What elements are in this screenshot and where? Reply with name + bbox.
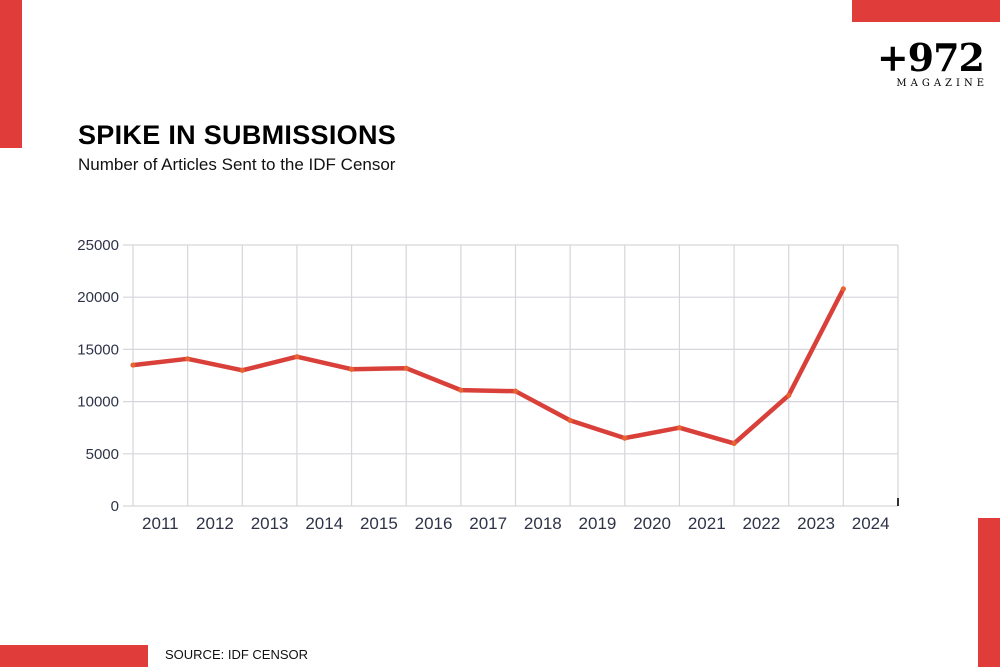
right-bottom-accent-bar: [978, 518, 1000, 667]
data-point: [348, 366, 355, 372]
x-tick-label: 2016: [415, 514, 453, 533]
brand-logo: +972 MAGAZINE: [866, 35, 985, 90]
series-layer: [130, 286, 846, 446]
series-line: [130, 286, 846, 446]
top-right-accent-bar: [852, 0, 1000, 22]
x-tick-label: 2014: [305, 514, 343, 533]
data-point: [731, 440, 737, 446]
y-tick-label: 5000: [86, 446, 119, 463]
x-tick-label: 2023: [797, 514, 835, 533]
x-tick-label: 2017: [469, 514, 507, 533]
left-top-accent-bar: [0, 0, 22, 148]
data-point: [130, 362, 136, 368]
y-tick-label: 20000: [77, 289, 119, 306]
data-point: [676, 425, 683, 431]
data-point: [185, 356, 191, 362]
x-tick-label: 2015: [360, 514, 398, 533]
logo-subtitle: MAGAZINE: [896, 78, 988, 89]
tick-label-layer: 25000 20000 15000 10000 5000 0 2011 2012 2013 201…: [77, 237, 889, 533]
x-tick-label: 2020: [633, 514, 671, 533]
data-point: [458, 387, 464, 393]
data-point: [294, 354, 300, 360]
x-tick-label: 2012: [196, 514, 234, 533]
data-point: [786, 392, 792, 398]
x-tick-label: 2013: [251, 514, 289, 533]
data-point: [840, 286, 846, 292]
x-tick-label: 2018: [524, 514, 562, 533]
data-point: [403, 365, 409, 371]
y-tick-label: 15000: [77, 341, 119, 358]
chart-title: SPIKE IN SUBMISSIONS: [78, 120, 397, 150]
grid-layer: [123, 244, 899, 507]
bottom-left-accent-bar: [0, 645, 148, 667]
y-tick-label: 0: [111, 498, 119, 515]
data-point: [239, 367, 245, 373]
x-tick-label: 2019: [579, 514, 617, 533]
y-tick-label: 25000: [77, 237, 119, 254]
y-tick-label: 10000: [77, 394, 119, 411]
x-tick-label: 2022: [742, 514, 780, 533]
x-tick-label: 2011: [142, 514, 179, 533]
chart-subtitle: Number of Articles Sent to the IDF Censo…: [78, 155, 396, 174]
data-point: [567, 417, 573, 423]
data-point: [512, 388, 519, 394]
logo-mark: +972: [876, 35, 985, 80]
x-tick-label: 2021: [688, 514, 726, 533]
data-point: [622, 435, 628, 441]
x-tick-label: 2024: [852, 514, 890, 533]
source-note: SOURCE: IDF CENSOR: [165, 647, 309, 662]
